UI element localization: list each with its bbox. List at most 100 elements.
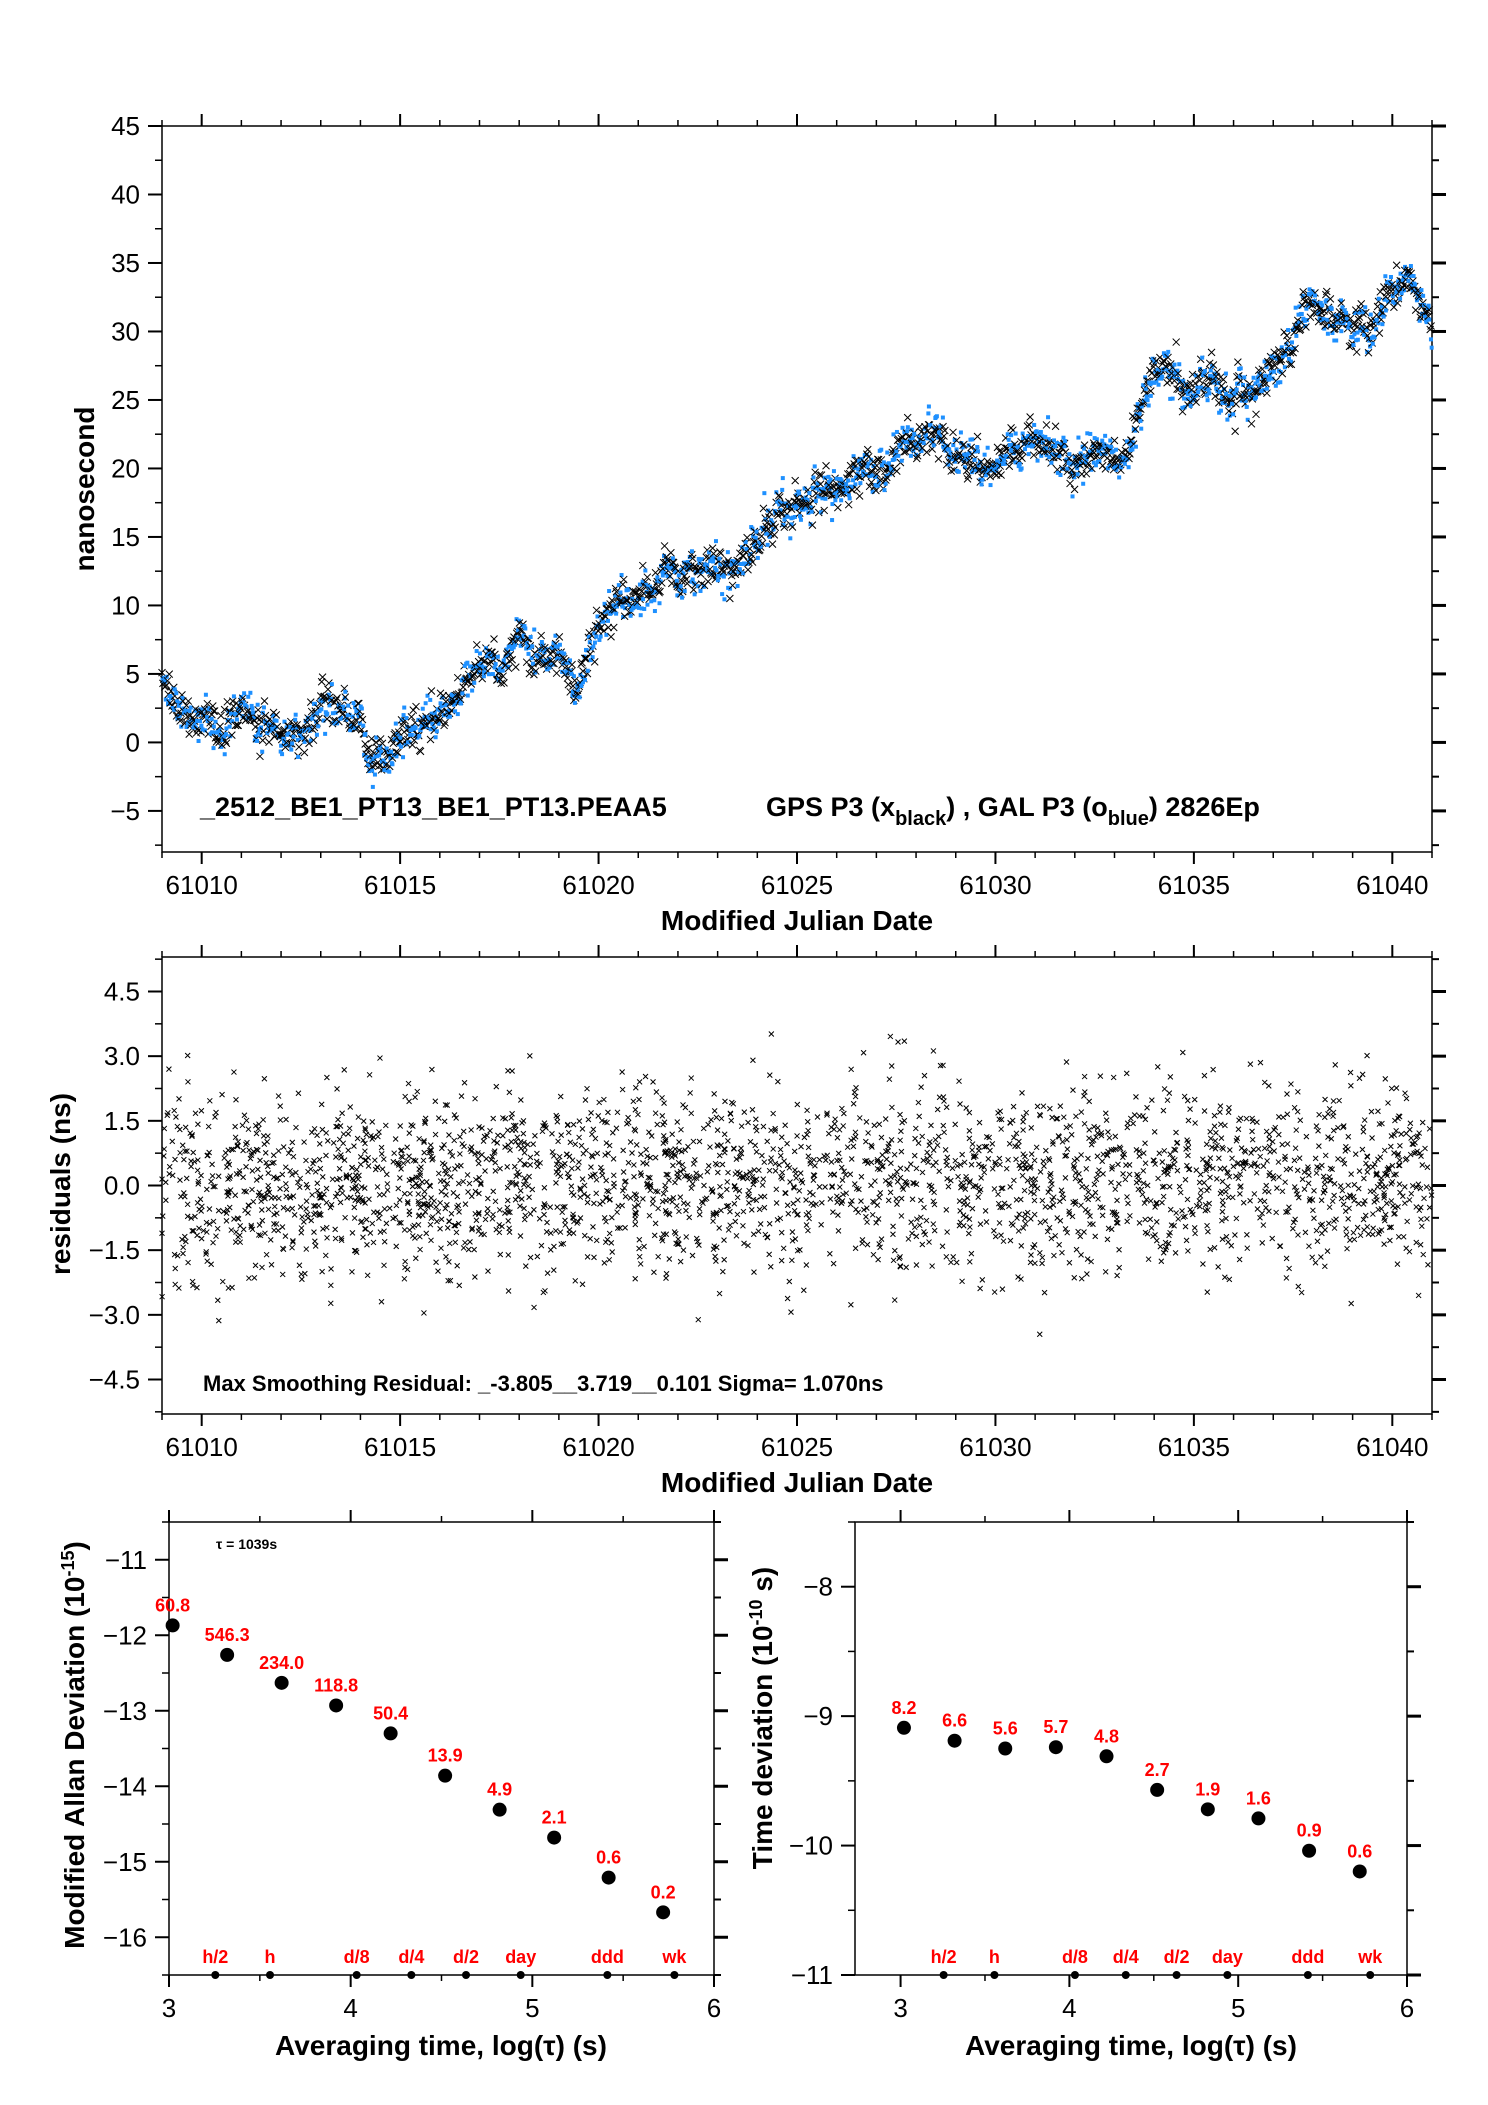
gal-point <box>677 587 682 592</box>
residual-point <box>451 1137 458 1144</box>
gal-point <box>951 443 956 448</box>
gps-point <box>872 486 880 495</box>
residual-point <box>527 1162 534 1168</box>
residual-point <box>183 1175 190 1182</box>
residual-point <box>412 1255 419 1262</box>
residual-point <box>1050 1194 1057 1201</box>
gal-point <box>190 717 195 722</box>
gal-point <box>319 707 324 712</box>
residual-point <box>376 1215 382 1222</box>
gps-point <box>209 707 218 716</box>
residual-point <box>465 1246 472 1253</box>
gal-point <box>1382 297 1387 302</box>
gal-point <box>809 509 814 514</box>
gps-point <box>815 470 824 479</box>
gal-point <box>946 462 951 467</box>
residual-point <box>391 1150 398 1157</box>
gal-point <box>501 658 506 663</box>
residual-point <box>1343 1231 1350 1238</box>
gal-point <box>1267 373 1272 378</box>
gps-point <box>768 540 777 548</box>
residual-point <box>1237 1115 1244 1122</box>
residual-point <box>1140 1180 1147 1187</box>
gal-point <box>209 716 214 721</box>
gal-point <box>1419 288 1424 293</box>
residual-point <box>1251 1191 1258 1197</box>
gal-point <box>883 481 888 486</box>
gal-point <box>295 737 300 742</box>
gps-point <box>1220 385 1229 393</box>
gal-point <box>741 571 746 576</box>
residual-point <box>549 1149 556 1155</box>
residual-point <box>1020 1127 1026 1133</box>
residual-point <box>484 1210 491 1217</box>
gal-point <box>444 703 449 708</box>
gal-point <box>1339 298 1344 303</box>
residual-point <box>1284 1111 1291 1118</box>
gal-point <box>869 473 874 478</box>
gal-point <box>385 768 390 773</box>
residual-point <box>1016 1138 1022 1145</box>
residual-point <box>383 1220 390 1227</box>
gal-point <box>522 624 527 629</box>
residual-point <box>396 1219 403 1226</box>
residual-point <box>897 1137 904 1144</box>
residual-point <box>1276 1174 1282 1180</box>
residual-point <box>943 1104 950 1111</box>
residual-point <box>1398 1131 1405 1137</box>
gal-point <box>1363 305 1368 310</box>
residual-point <box>778 1229 785 1236</box>
residual-point <box>1360 1201 1367 1207</box>
residual-point <box>397 1123 404 1129</box>
gps-point <box>667 548 675 557</box>
gps-point <box>504 664 513 673</box>
residual-point <box>659 1198 666 1205</box>
gps-point <box>1187 386 1196 394</box>
residual-point <box>1042 1218 1049 1224</box>
gal-point <box>1122 461 1127 466</box>
gps-point <box>182 701 191 710</box>
residual-point <box>396 1197 403 1203</box>
residual-point <box>534 1150 540 1157</box>
residual-point <box>502 1210 508 1216</box>
gal-point <box>516 628 521 633</box>
residual-point <box>587 1173 594 1180</box>
residual-point <box>1203 1141 1210 1148</box>
residual-point <box>807 1160 814 1167</box>
residual-point <box>619 1086 626 1093</box>
residual-point <box>1116 1264 1123 1271</box>
residual-point <box>423 1179 430 1185</box>
residual-point <box>1097 1073 1104 1079</box>
gal-point <box>1117 475 1122 480</box>
gps-point <box>808 521 817 529</box>
residual-point <box>319 1173 326 1180</box>
residual-point <box>282 1233 289 1239</box>
residual-point <box>1022 1211 1029 1218</box>
gal-point <box>810 485 815 490</box>
residual-point <box>897 1174 904 1181</box>
residual-point <box>1260 1222 1267 1228</box>
residual-point <box>1305 1180 1312 1187</box>
gal-point <box>643 568 648 573</box>
residual-point <box>237 1239 244 1246</box>
gal-point <box>1410 288 1415 293</box>
residual-point <box>918 1084 924 1091</box>
residual-point <box>544 1219 550 1226</box>
gal-point <box>543 658 548 663</box>
residual-point <box>660 1190 667 1197</box>
gal-point <box>588 658 593 663</box>
residual-point <box>442 1205 449 1212</box>
residual-point <box>773 1200 780 1206</box>
residual-point <box>404 1199 411 1205</box>
gps-point <box>1326 295 1335 303</box>
residual-point <box>741 1109 748 1116</box>
residual-point <box>755 1228 762 1235</box>
residual-point <box>213 1233 219 1240</box>
residual-point <box>863 1119 870 1125</box>
residual-point <box>224 1206 231 1213</box>
residual-point <box>956 1198 963 1204</box>
residual-point <box>622 1224 628 1231</box>
gal-point <box>1094 437 1099 442</box>
residual-point <box>1109 1166 1115 1172</box>
gal-point <box>1234 387 1239 392</box>
